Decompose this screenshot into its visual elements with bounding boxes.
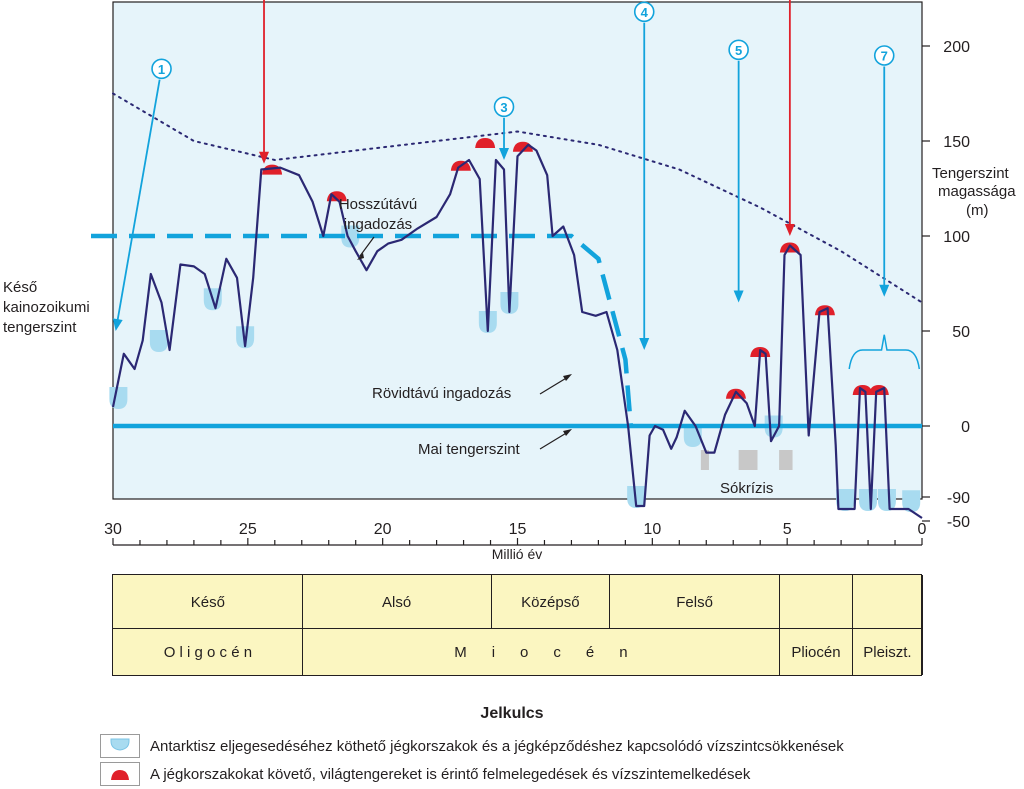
late-cenozoic-label-1: Késő — [3, 279, 37, 296]
ice-event-mark — [149, 330, 168, 352]
x-tick-label: 30 — [104, 521, 122, 538]
legend-item-ice: Antarktisz eljegesedéséhez köthető jégko… — [100, 733, 844, 759]
x-tick-label: 5 — [783, 521, 792, 538]
present-pointer-head — [563, 429, 572, 436]
epoch-sub-cell: Késő — [114, 575, 303, 629]
marker-circle — [151, 58, 172, 80]
long-term-pointer-head — [357, 253, 364, 260]
legend-text-warm: A jégkorszakokat követő, világtengereket… — [150, 765, 751, 783]
marker-arrow-head — [639, 338, 650, 350]
legend-text-ice: Antarktisz eljegesedéséhez köthető jégko… — [150, 737, 844, 755]
marker-arrow-head — [112, 318, 123, 331]
salt-crisis-box — [738, 450, 758, 470]
long-term-pointer — [359, 236, 375, 257]
late-cenozoic-label-2: kainozoikumi — [3, 299, 90, 316]
marker-number: 7 — [881, 49, 888, 64]
epoch-main-cell: Pliocén — [780, 629, 853, 675]
epoch-main-cell: O l i g o c é n — [114, 629, 303, 675]
marker-circle — [873, 45, 895, 66]
marker-number: 5 — [735, 43, 742, 58]
late-cenozoic-label-3: tengerszint — [3, 319, 77, 336]
y-tick-label: 150 — [943, 134, 970, 151]
y-tick-label: 0 — [961, 419, 970, 436]
marker-arrow-head — [259, 151, 270, 164]
pleistocene-bracket — [848, 334, 921, 370]
x-tick-label: 0 — [918, 521, 927, 538]
y-tick-label: -50 — [947, 514, 970, 531]
x-axis: 30 25 20 15 10 5 0 — [104, 521, 927, 546]
marker-arrow-head — [733, 290, 744, 303]
epoch-sub-cell — [853, 575, 923, 629]
x-axis-label: Millió év — [492, 546, 543, 562]
marker-arrow-head — [784, 224, 795, 236]
marker-number: 3 — [500, 100, 507, 115]
marker-arrow-head — [499, 148, 510, 160]
epoch-divider — [113, 628, 921, 629]
ice-symbol-icon — [100, 734, 140, 758]
x-tick-label: 25 — [239, 521, 257, 538]
event-markers: 1234567 — [112, 0, 921, 370]
warm-symbol-icon — [100, 762, 140, 786]
y-tick-label: 100 — [943, 229, 970, 246]
epoch-sub-cell: Középső — [492, 575, 611, 629]
y-axis: 200 150 100 50 0 -50 -90 — [922, 39, 970, 531]
legend-title: Jelkulcs — [480, 705, 544, 722]
x-tick-label: 15 — [509, 521, 527, 538]
long-term-label-1: Hosszútávú — [339, 196, 417, 213]
salt-crisis-label: Sókrízis — [720, 480, 773, 497]
ice-event-mark — [902, 490, 921, 513]
y-tick-label: 50 — [952, 324, 970, 341]
marker-circle — [633, 1, 655, 23]
marker-number: 1 — [158, 62, 165, 77]
late-cenozoic-sea-level-line — [91, 233, 634, 427]
epoch-sub-cell: Alsó — [303, 575, 492, 629]
y-tick-label: 200 — [943, 39, 970, 56]
marker-arrow-head — [879, 284, 890, 297]
salt-crisis-box — [700, 450, 709, 470]
short-term-pointer — [539, 376, 569, 395]
marker-arrow-line — [116, 79, 161, 324]
long-term-label-2: ingadozás — [344, 216, 412, 233]
warm-event-mark — [475, 138, 496, 148]
salt-crisis-layer — [700, 450, 793, 470]
short-term-pointer-head — [563, 374, 572, 381]
y-axis-title-2: magassága — [938, 183, 1016, 200]
x-tick-label: 20 — [374, 521, 392, 538]
ice-event-mark — [109, 387, 128, 409]
short-term-fluctuation-line — [111, 143, 923, 519]
marker-number: 4 — [641, 5, 649, 20]
short-term-label: Rövidtávú ingadozás — [372, 385, 511, 402]
legend-item-warm: A jégkorszakokat követő, világtengereket… — [100, 761, 750, 787]
marker-circle — [728, 39, 749, 61]
salt-crisis-box — [779, 450, 793, 470]
marker-circle — [493, 96, 515, 118]
epoch-main-cell: M i o c é n — [303, 629, 781, 675]
ice-event-mark — [859, 489, 878, 511]
long-term-fluctuation-line — [112, 92, 923, 304]
epoch-sub-cell: Felső — [610, 575, 781, 629]
present-sea-level-label: Mai tengerszint — [418, 441, 521, 458]
y-axis-title-1: Tengerszint — [932, 165, 1010, 182]
ice-event-layer — [109, 225, 921, 513]
ice-event-mark — [877, 489, 896, 511]
present-pointer — [539, 431, 569, 450]
x-tick-label: 10 — [643, 521, 661, 538]
y-axis-title-3: (m) — [966, 202, 989, 219]
y-tick-label: -90 — [947, 490, 970, 507]
epoch-main-cell: Pleiszt. — [853, 629, 923, 675]
ice-event-mark — [836, 489, 855, 511]
epoch-sub-cell — [780, 575, 853, 629]
